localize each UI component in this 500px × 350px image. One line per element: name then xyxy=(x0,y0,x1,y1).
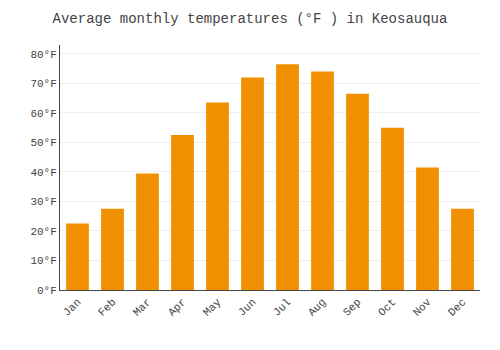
svg-text:Sep: Sep xyxy=(341,296,363,318)
svg-text:Feb: Feb xyxy=(96,296,118,318)
svg-text:Mar: Mar xyxy=(131,296,153,318)
svg-text:60°F: 60°F xyxy=(30,108,56,120)
svg-text:Average monthly temperatures (: Average monthly temperatures (°F ) in Ke… xyxy=(53,11,448,27)
svg-text:70°F: 70°F xyxy=(30,78,56,90)
svg-text:Jun: Jun xyxy=(236,296,258,318)
svg-text:Apr: Apr xyxy=(166,296,188,318)
svg-text:Dec: Dec xyxy=(446,296,468,318)
svg-text:Jan: Jan xyxy=(61,296,83,318)
svg-text:May: May xyxy=(201,296,224,319)
svg-text:Oct: Oct xyxy=(376,296,398,318)
svg-text:0°F: 0°F xyxy=(37,285,57,297)
svg-text:80°F: 80°F xyxy=(30,49,56,61)
svg-text:50°F: 50°F xyxy=(30,137,56,149)
svg-text:40°F: 40°F xyxy=(30,167,56,179)
svg-text:Jul: Jul xyxy=(271,296,293,318)
svg-text:10°F: 10°F xyxy=(30,255,56,267)
svg-text:Nov: Nov xyxy=(411,296,434,319)
svg-text:Aug: Aug xyxy=(306,296,328,318)
svg-text:30°F: 30°F xyxy=(30,196,56,208)
svg-text:20°F: 20°F xyxy=(30,226,56,238)
